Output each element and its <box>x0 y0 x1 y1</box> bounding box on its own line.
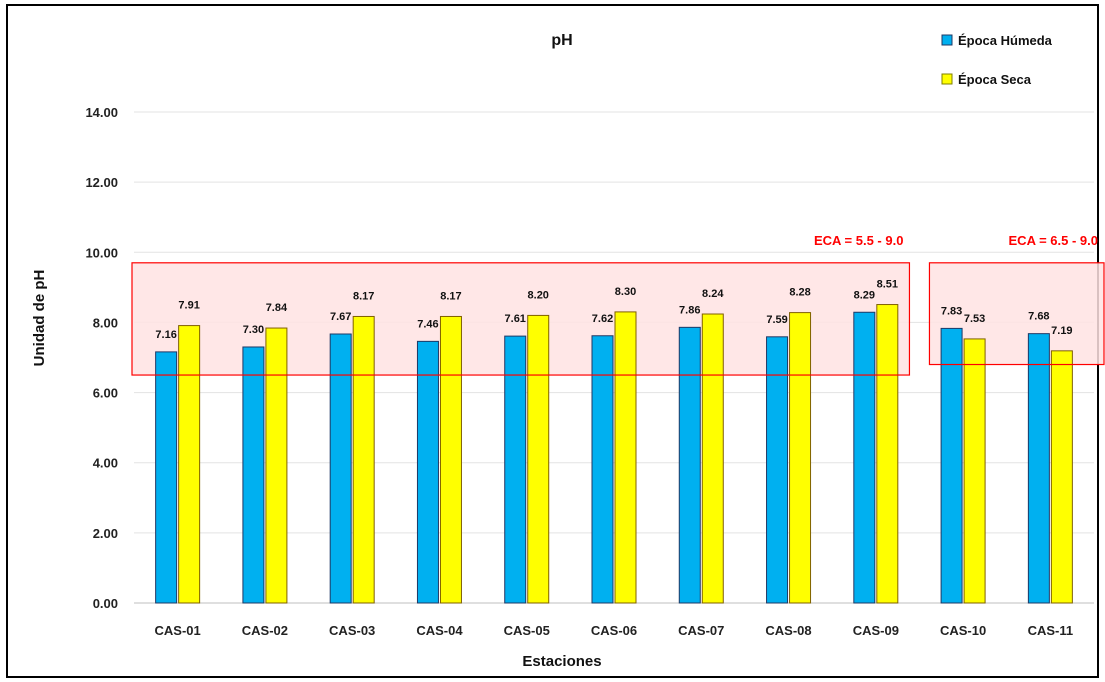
x-tick-label: CAS-06 <box>591 623 637 638</box>
data-label: 8.20 <box>528 289 549 301</box>
data-label: 7.67 <box>330 311 351 323</box>
x-tick-label: CAS-10 <box>940 623 986 638</box>
data-label: 7.53 <box>964 313 985 325</box>
y-tick-label: 0.00 <box>93 596 118 611</box>
data-label: 7.84 <box>266 302 288 314</box>
data-label: 8.24 <box>702 288 724 300</box>
bar <box>1050 350 1073 604</box>
data-label: 7.30 <box>243 324 264 336</box>
y-tick-label: 10.00 <box>85 245 118 260</box>
x-tick-label: CAS-07 <box>678 623 724 638</box>
bar <box>527 314 550 604</box>
band-labels: ECA = 5.5 - 9.0 ECA = 6.5 - 9.0 <box>814 233 1098 248</box>
bar <box>1027 333 1050 604</box>
eca-band-label: ECA = 5.5 - 9.0 <box>814 233 903 248</box>
bar <box>701 313 724 604</box>
y-tick-label: 14.00 <box>85 105 118 120</box>
data-label: 8.28 <box>789 287 810 299</box>
bar <box>178 325 201 604</box>
x-tick-label: CAS-03 <box>329 623 375 638</box>
bar <box>265 327 288 604</box>
eca-band-label: ECA = 6.5 - 9.0 <box>1009 233 1098 248</box>
data-label: 7.86 <box>679 304 700 316</box>
y-tick-label: 6.00 <box>93 386 118 401</box>
legend-swatch-epoca-seca <box>941 73 953 85</box>
x-tick-label: CAS-04 <box>416 623 463 638</box>
data-label: 8.30 <box>615 286 636 298</box>
y-tick-labels: 0.00 2.00 4.00 6.00 8.00 10.00 12.00 14.00 <box>85 105 118 611</box>
data-label: 7.62 <box>592 313 613 325</box>
bar <box>242 346 265 604</box>
x-tick-labels: CAS-01 CAS-02 CAS-03 CAS-04 CAS-05 CAS-06 CAS-… <box>155 623 1074 638</box>
data-label: 8.17 <box>353 290 374 302</box>
data-label: 7.19 <box>1051 325 1072 337</box>
data-label: 7.68 <box>1028 311 1049 323</box>
y-tick-label: 8.00 <box>93 315 118 330</box>
y-tick-label: 4.00 <box>93 456 118 471</box>
bar <box>504 335 527 604</box>
data-label: 7.46 <box>417 318 438 330</box>
y-tick-label: 12.00 <box>85 175 118 190</box>
x-axis-title: Estaciones <box>522 653 601 670</box>
y-tick-label: 2.00 <box>93 526 118 541</box>
bar <box>416 340 439 604</box>
x-tick-label: CAS-08 <box>765 623 811 638</box>
y-axis-title: Unidad de pH <box>31 270 48 367</box>
x-tick-label: CAS-05 <box>504 623 550 638</box>
legend-label-epoca-seca: Época Seca <box>958 72 1032 87</box>
x-tick-label: CAS-09 <box>853 623 899 638</box>
data-label: 7.91 <box>178 300 199 312</box>
data-labels: 7.16 7.30 7.67 7.46 7.61 7.62 7.86 7.59 8.29 7.83… <box>155 279 1072 341</box>
bar <box>329 333 352 604</box>
bar <box>352 315 375 604</box>
x-tick-label: CAS-11 <box>1028 623 1074 638</box>
data-label: 7.16 <box>155 329 176 341</box>
bar <box>766 336 789 604</box>
legend-swatch-epoca-humeda <box>941 34 953 46</box>
bar <box>876 304 899 604</box>
data-label: 7.61 <box>505 313 526 325</box>
bar <box>940 327 963 604</box>
x-tick-label: CAS-01 <box>155 623 201 638</box>
legend-label-epoca-humeda: Época Húmeda <box>958 33 1053 48</box>
bar <box>155 351 178 604</box>
data-label: 8.17 <box>440 290 461 302</box>
bar <box>591 335 614 604</box>
chart-title: pH <box>551 32 572 49</box>
bar <box>853 311 876 604</box>
data-label: 7.83 <box>941 305 962 317</box>
eca-band-outlines <box>131 262 1105 376</box>
bar <box>678 326 701 604</box>
bar <box>963 338 986 604</box>
legend: Época Húmeda Época Seca <box>941 33 1053 87</box>
eca-band-outline <box>928 262 1105 366</box>
bars <box>155 304 1073 604</box>
data-label: 7.59 <box>766 314 787 326</box>
bar <box>439 315 462 604</box>
bar <box>614 311 637 604</box>
data-label: 8.29 <box>854 289 875 301</box>
data-label: 8.51 <box>877 279 898 291</box>
eca-band-outline <box>131 262 911 376</box>
x-tick-label: CAS-02 <box>242 623 288 638</box>
bar <box>789 312 812 604</box>
